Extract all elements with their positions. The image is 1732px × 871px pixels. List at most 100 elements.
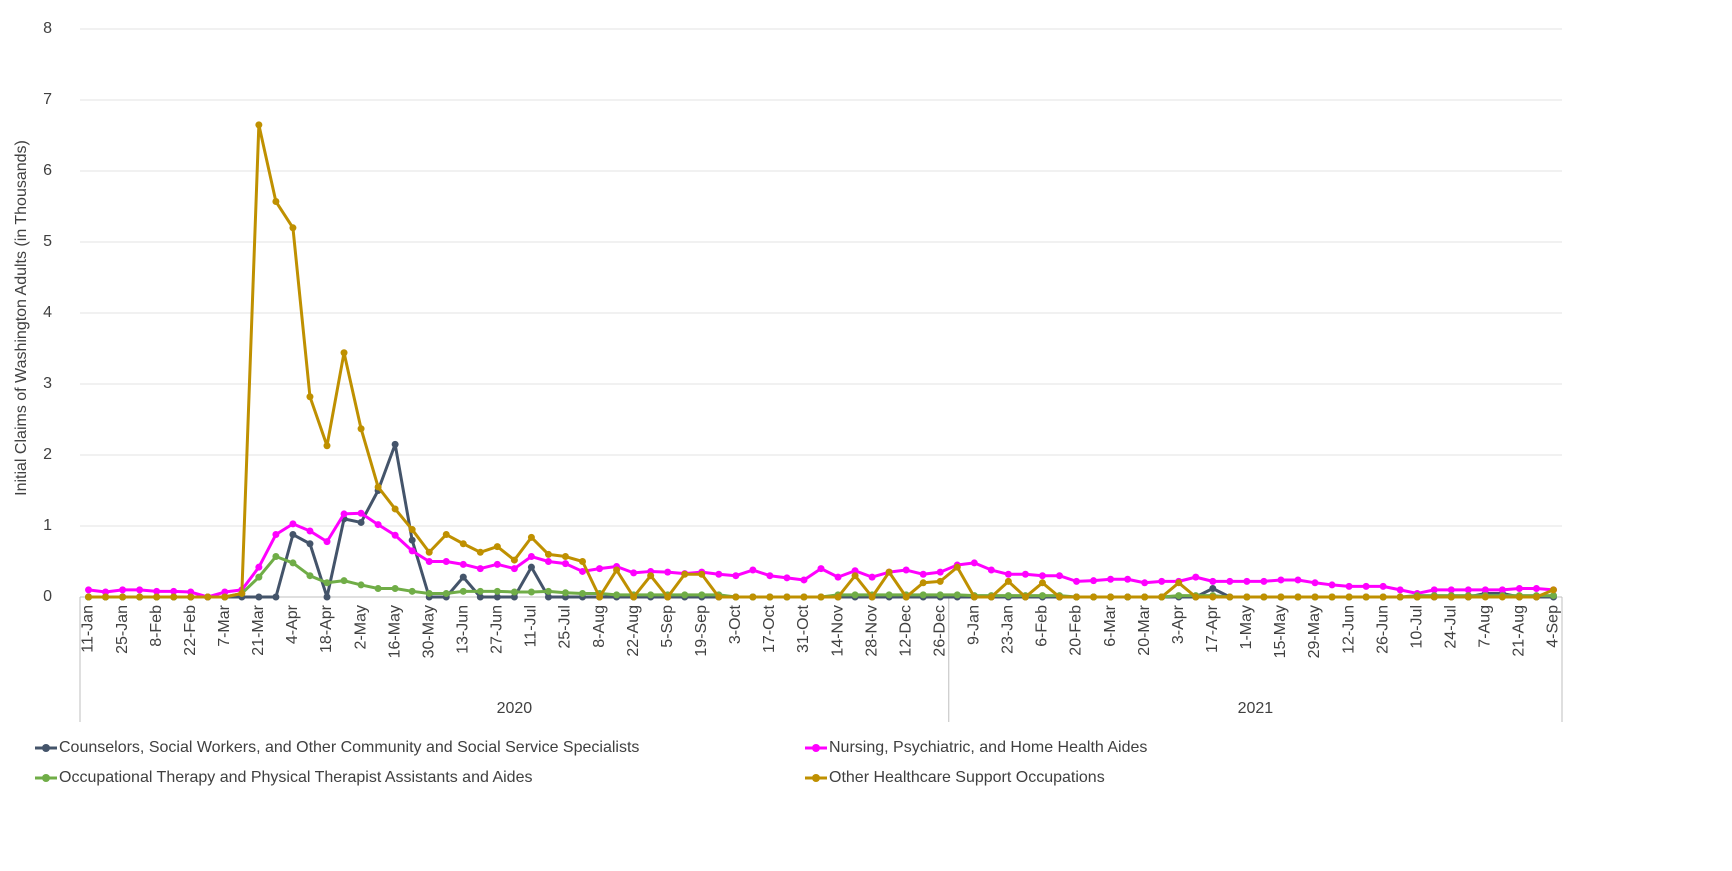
data-point [1294,576,1302,584]
data-point [1260,593,1268,601]
x-tick-label: 25-Jan [114,605,131,654]
data-point [1430,586,1438,594]
data-point [1243,593,1251,601]
data-point [527,533,535,541]
x-tick-label: 25-Jul [557,605,574,649]
data-point [1243,577,1251,585]
data-point [1515,584,1523,592]
data-point [476,593,484,601]
data-point [1124,575,1132,583]
data-point [1021,570,1029,578]
data-point [885,568,893,576]
data-point [391,584,399,592]
data-point [766,572,774,580]
data-point [357,509,365,517]
data-point [987,593,995,601]
data-point [153,593,161,601]
x-tick-label: 10-Jul [1408,605,1425,649]
data-point [936,568,944,576]
data-point [613,566,621,574]
data-point [732,572,740,580]
y-tick-label: 7 [43,91,52,108]
y-tick-label: 4 [43,304,52,321]
data-point [306,527,314,535]
legend-marker [42,744,50,752]
data-point [664,593,672,601]
x-tick-label: 8-Feb [148,605,165,647]
data-point [953,563,961,571]
data-point [817,565,825,573]
data-point [527,588,535,596]
data-point [153,587,161,595]
data-point [1294,593,1302,601]
x-tick-label: 14-Nov [829,605,846,657]
data-point [936,577,944,585]
data-point [613,591,621,599]
data-point [630,593,638,601]
data-point [681,570,689,578]
data-point [579,558,587,565]
legend-label: Occupational Therapy and Physical Therap… [59,769,532,786]
data-point [1396,586,1404,594]
data-point [1515,593,1523,601]
x-tick-label: 15-May [1272,605,1289,658]
data-point [1107,593,1115,601]
data-point [1090,577,1098,585]
data-point [561,553,569,561]
data-point [1209,584,1217,592]
x-tick-label: 26-Dec [931,605,948,657]
x-group-label: 2020 [497,700,533,717]
x-tick-label: 20-Feb [1068,605,1085,656]
data-point [664,568,672,576]
y-tick-label: 2 [43,446,52,463]
data-point [374,521,382,529]
x-tick-label: 2-May [352,605,369,649]
data-point [544,550,552,558]
x-tick-label: 18-Apr [318,604,335,653]
data-point [1481,593,1489,601]
x-tick-label: 28-Nov [863,605,880,657]
data-point [1362,582,1370,590]
data-point [102,588,110,596]
data-point [1362,593,1370,601]
data-point [1413,593,1421,601]
x-tick-label: 22-Aug [625,605,642,657]
data-point [1124,593,1132,601]
data-point [1107,575,1115,583]
legend-label: Nursing, Psychiatric, and Home Health Ai… [829,739,1147,756]
data-point [1481,586,1489,594]
data-point [476,548,484,556]
data-point [1379,593,1387,601]
data-point [459,573,467,581]
data-point [800,593,808,601]
data-point [732,593,740,601]
data-point [272,593,280,601]
y-tick-label: 6 [43,162,52,179]
y-tick-label: 1 [43,517,52,534]
data-point [749,566,757,574]
data-point [255,121,263,129]
data-point [323,442,331,450]
data-point [715,570,723,578]
data-point [544,587,552,595]
x-tick-label: 26-Jun [1374,605,1391,654]
data-point [102,593,110,601]
data-point [1158,593,1166,601]
data-point [698,591,706,599]
data-point [1192,593,1200,601]
data-point [596,593,604,601]
data-point [715,593,723,601]
data-point [1345,582,1353,590]
data-point [851,591,859,599]
data-point [1498,593,1506,601]
x-tick-label: 3-Oct [727,604,744,644]
data-point [953,591,961,599]
legend-marker [812,744,820,752]
data-point [834,593,842,601]
data-point [1430,593,1438,601]
x-tick-label: 30-May [420,605,437,658]
data-point [391,505,399,513]
data-point [902,566,910,574]
data-point [1328,593,1336,601]
data-point [1021,593,1029,601]
